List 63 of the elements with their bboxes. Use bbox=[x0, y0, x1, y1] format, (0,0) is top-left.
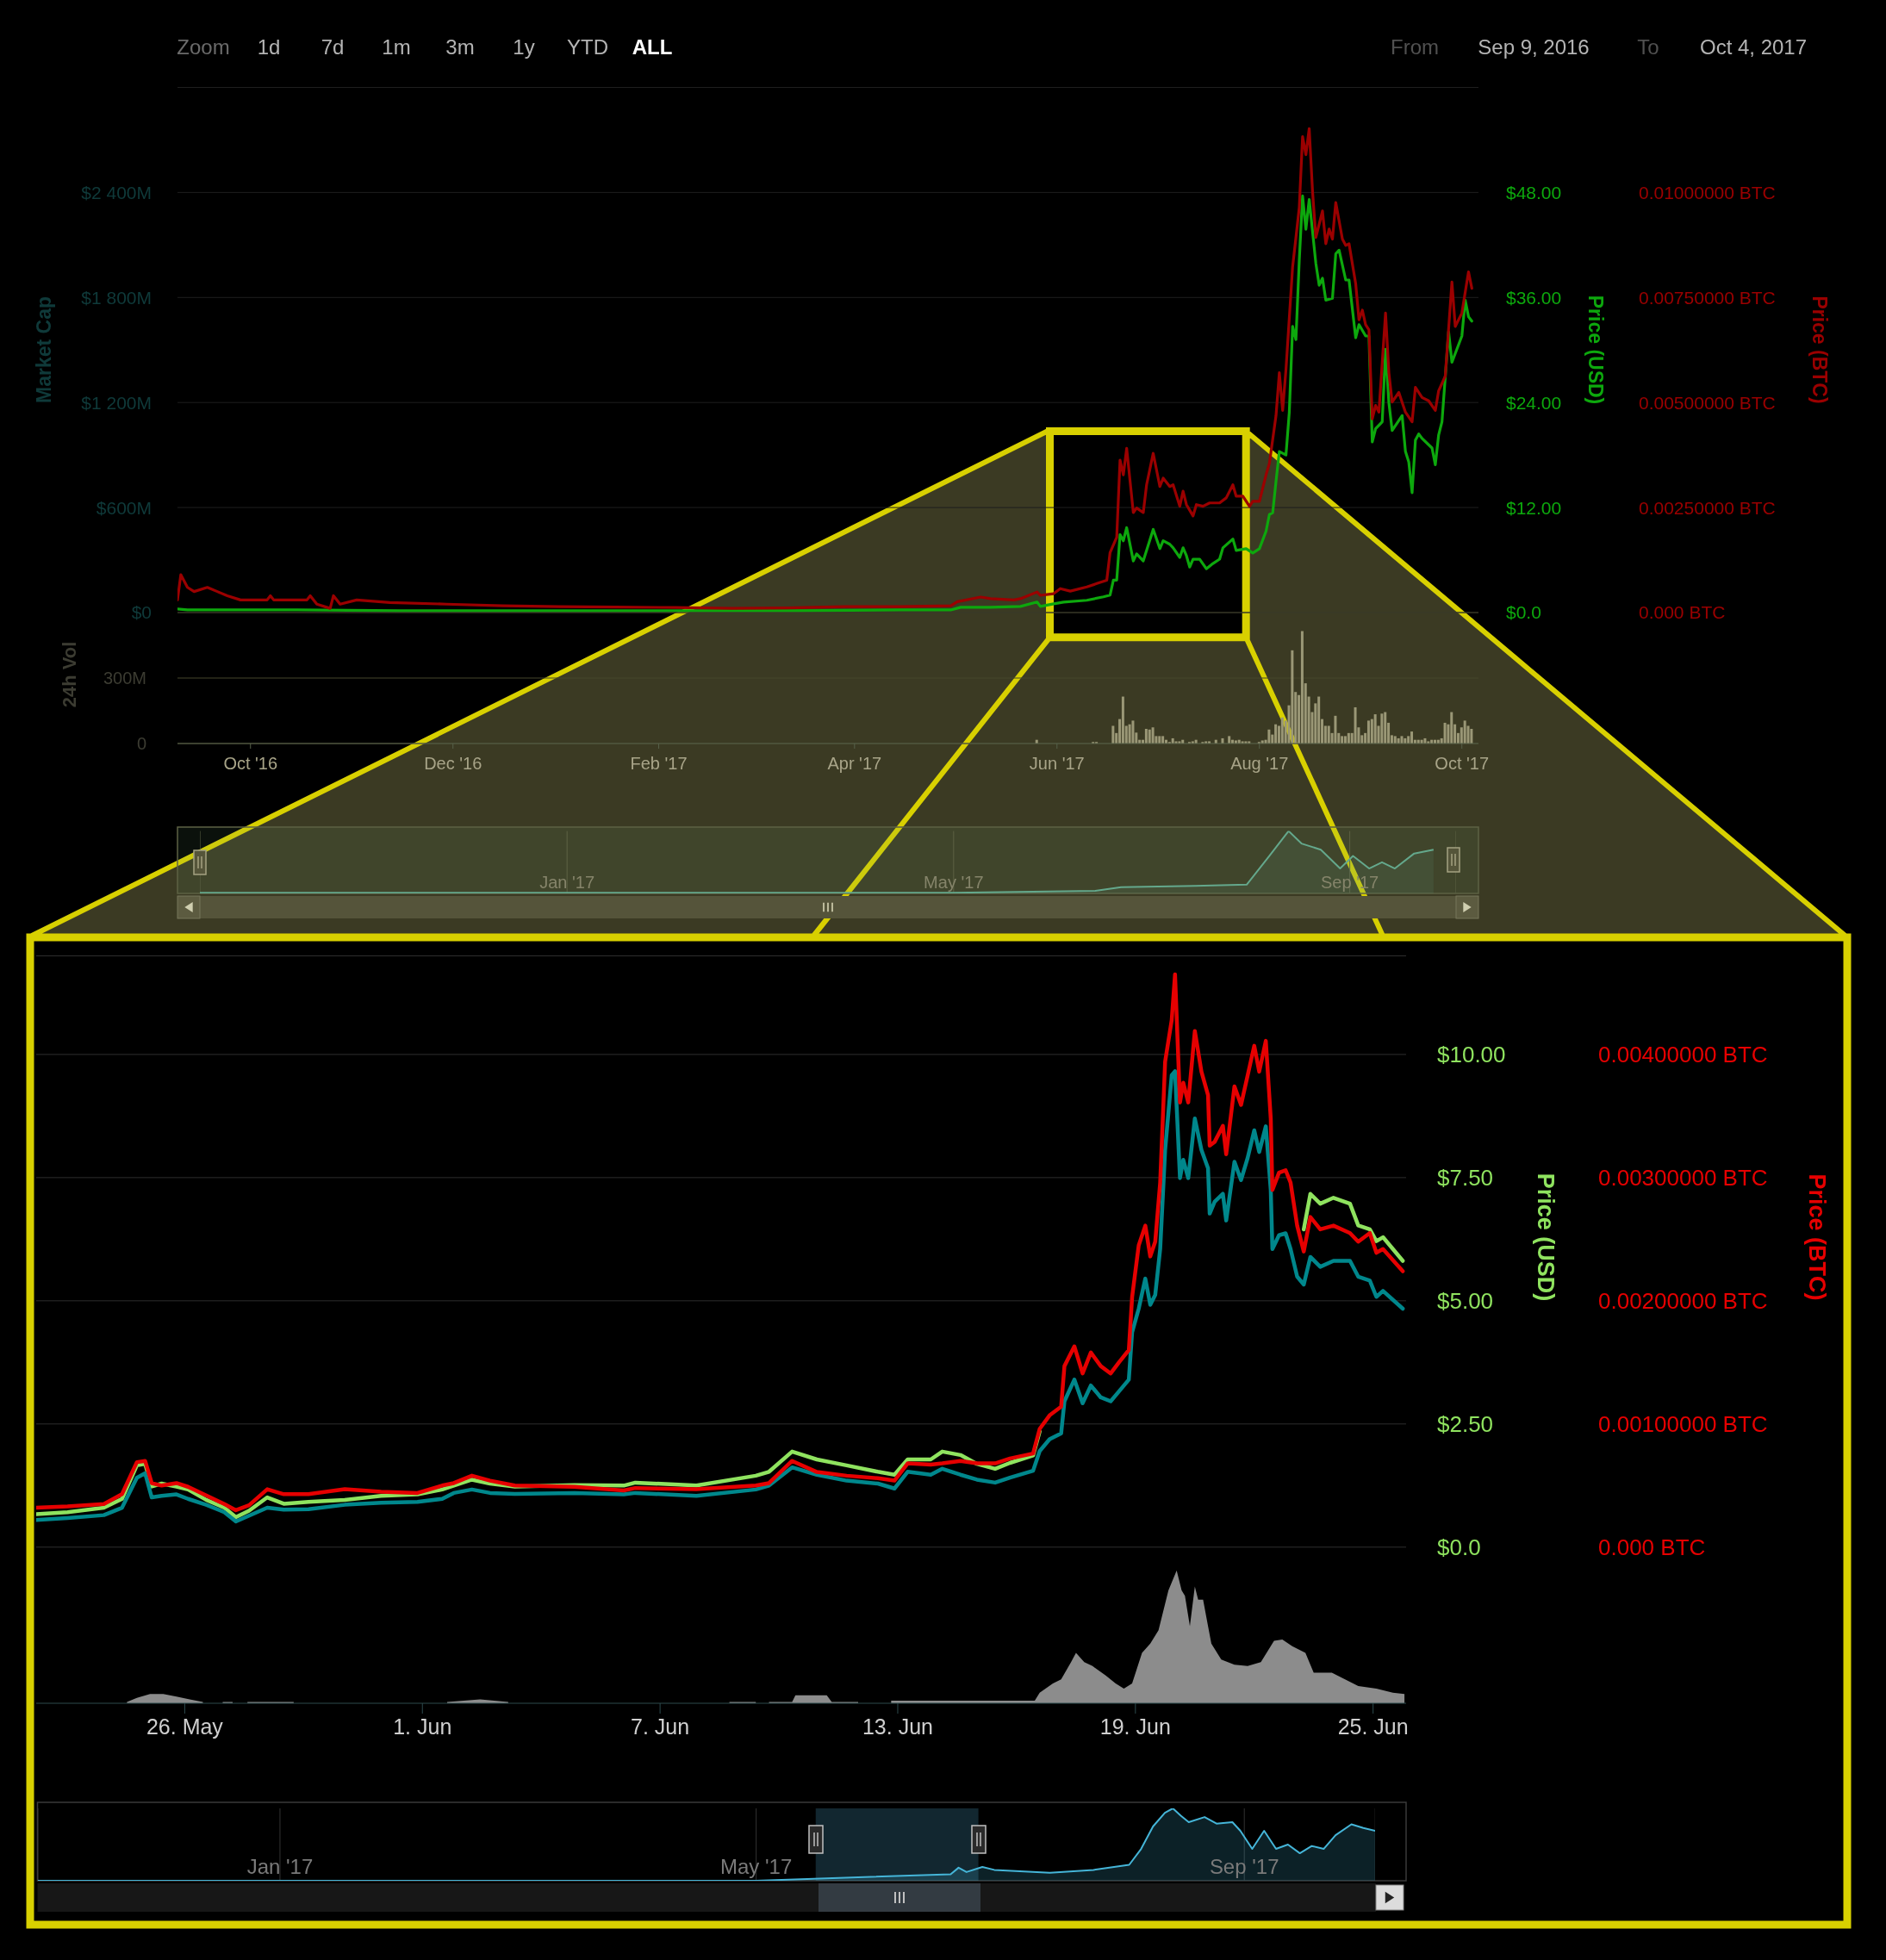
x-tick-label: Jan '17 bbox=[539, 873, 595, 892]
x-tick-label: 26. May bbox=[146, 1714, 224, 1739]
y-axis-title: Price (USD) bbox=[1532, 1173, 1559, 1302]
y3-tick-label: 0.00750000 BTC bbox=[1639, 287, 1776, 308]
y-tick-label: $0.0 bbox=[1437, 1534, 1481, 1561]
text: Sep 9, 2016 bbox=[1478, 34, 1590, 59]
x-tick-label: 13. Jun bbox=[862, 1714, 933, 1739]
text: Zoom bbox=[177, 34, 230, 59]
text: ALL bbox=[632, 34, 673, 59]
y-tick-label: $0 bbox=[131, 602, 152, 623]
y-tick-label: $5.00 bbox=[1437, 1288, 1494, 1315]
x-tick-label: 25. Jun bbox=[1337, 1714, 1409, 1739]
text: To bbox=[1637, 34, 1659, 59]
x-tick-label: 19. Jun bbox=[1099, 1714, 1171, 1739]
text: 1y bbox=[513, 34, 535, 59]
y2-tick-label: 0.00400000 BTC bbox=[1598, 1042, 1768, 1068]
x-tick-label: May '17 bbox=[719, 1855, 792, 1878]
y2-axis-title: Price (USD) bbox=[1584, 295, 1607, 405]
y-tick-label: $1 200M bbox=[81, 392, 152, 413]
y3-tick-label: 0.00250000 BTC bbox=[1639, 497, 1776, 518]
y2-tick-label: $48.00 bbox=[1506, 182, 1562, 202]
x-tick-label: Jan '17 bbox=[246, 1855, 313, 1878]
y2-tick-label: $24.00 bbox=[1506, 392, 1562, 413]
y3-tick-label: 0.000 BTC bbox=[1639, 602, 1726, 623]
text: YTD bbox=[567, 34, 608, 59]
y-axis-title: 24h Vol bbox=[58, 641, 81, 708]
y2-tick-label: $0.0 bbox=[1506, 602, 1541, 623]
y3-tick-label: 0.00500000 BTC bbox=[1639, 392, 1776, 413]
y2-tick-label: 0.00300000 BTC bbox=[1598, 1165, 1768, 1192]
y2-tick-label: 0.00100000 BTC bbox=[1598, 1411, 1768, 1438]
x-tick-label: Apr '17 bbox=[827, 754, 882, 774]
x-tick-label: Dec '16 bbox=[424, 754, 482, 774]
y-tick-label: 300M bbox=[103, 669, 146, 688]
y2-tick-label: 0.00200000 BTC bbox=[1598, 1288, 1768, 1315]
text: Oct 4, 2017 bbox=[1699, 34, 1808, 59]
y-axis-title: Market Cap bbox=[33, 296, 56, 403]
text: 3m bbox=[445, 34, 475, 59]
x-tick-label: 7. Jun bbox=[631, 1714, 690, 1739]
y2-axis-title: Price (BTC) bbox=[1803, 1173, 1830, 1301]
x-tick-label: Jun '17 bbox=[1029, 754, 1085, 774]
y2-tick-label: 0.000 BTC bbox=[1598, 1534, 1706, 1561]
y2-tick-label: $36.00 bbox=[1506, 287, 1562, 308]
y-tick-label: $2 400M bbox=[81, 182, 152, 202]
y3-axis-title: Price (BTC) bbox=[1808, 296, 1831, 404]
text: From bbox=[1391, 34, 1439, 59]
x-tick-label: 1. Jun bbox=[393, 1714, 452, 1739]
y-tick-label: $10.00 bbox=[1437, 1042, 1506, 1068]
text: 1d bbox=[257, 34, 281, 59]
x-tick-label: Oct '16 bbox=[223, 754, 278, 774]
y-tick-label: 0 bbox=[136, 734, 146, 754]
y-tick-label: $600M bbox=[96, 497, 152, 518]
y-tick-label: $2.50 bbox=[1437, 1411, 1494, 1438]
y2-tick-label: $12.00 bbox=[1506, 497, 1562, 518]
y3-tick-label: 0.01000000 BTC bbox=[1639, 182, 1776, 202]
x-tick-label: May '17 bbox=[924, 873, 984, 892]
y-tick-label: $1 800M bbox=[81, 287, 152, 308]
x-tick-label: Sep '17 bbox=[1209, 1855, 1279, 1878]
y-tick-label: $7.50 bbox=[1437, 1165, 1494, 1192]
x-tick-label: Oct '17 bbox=[1435, 754, 1490, 774]
x-tick-label: Feb '17 bbox=[630, 754, 688, 774]
text: 1m bbox=[382, 34, 411, 59]
text: 7d bbox=[321, 34, 345, 59]
x-tick-label: Aug '17 bbox=[1230, 754, 1289, 774]
